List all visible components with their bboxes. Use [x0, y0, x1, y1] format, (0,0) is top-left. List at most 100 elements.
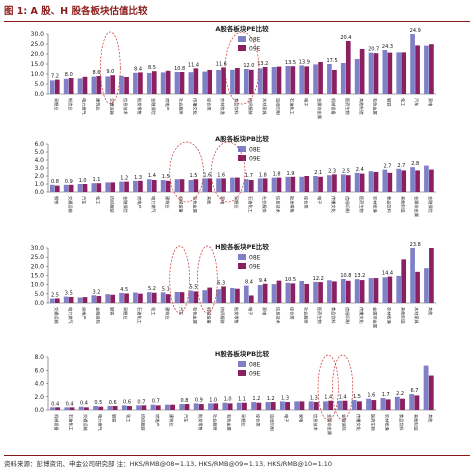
bar-09E — [138, 293, 143, 303]
x-tick-label: 农林牧渔 — [384, 414, 391, 431]
bar-09E — [112, 406, 118, 410]
bar-08E — [340, 63, 346, 94]
bar-08E — [202, 290, 208, 303]
data-label: 1.0 — [209, 397, 217, 403]
bar-09E — [138, 72, 143, 94]
x-tick-label: 信息技术 — [312, 414, 319, 432]
bar-08E — [230, 69, 235, 94]
x-tick-label: 机械设备 — [53, 414, 60, 432]
data-label: 2.8 — [411, 161, 419, 167]
bar-09E — [151, 180, 157, 192]
bar-08E — [174, 72, 180, 94]
x-tick-label: 信息技术 — [275, 307, 282, 325]
data-label: 1.3 — [134, 175, 142, 181]
bar-08E — [313, 176, 318, 192]
bar-09E — [262, 67, 268, 94]
x-tick-label: 食品饮料 — [330, 307, 337, 325]
bar-08E — [78, 406, 84, 410]
x-tick-label: 木材家具 — [261, 98, 268, 116]
bar-08E — [160, 72, 166, 94]
data-label: 2.7 — [384, 164, 392, 170]
bar-09E — [235, 68, 240, 94]
data-label: 24.3 — [382, 44, 393, 50]
bar-08E — [424, 268, 429, 303]
data-label: 3.2 — [93, 289, 101, 295]
bar-08E — [119, 181, 124, 192]
x-tick-label: 家电 — [428, 98, 434, 107]
bar-08E — [368, 52, 374, 94]
x-tick-label: 医药生物 — [369, 414, 376, 431]
x-tick-label: 建筑业 — [95, 98, 102, 111]
bar-08E — [396, 168, 402, 192]
bar-08E — [410, 248, 415, 303]
y-tick-label: 5.0 — [34, 291, 44, 298]
x-tick-label: 传播文化 — [358, 307, 365, 325]
bar-08E — [146, 73, 152, 94]
bar-08E — [299, 176, 305, 192]
y-tick-label: 2.0 — [34, 394, 44, 401]
bar-09E — [165, 294, 171, 303]
data-label: 1.9 — [287, 171, 295, 177]
bar-09E — [387, 52, 393, 94]
bar-09E — [290, 283, 296, 303]
bar-09E — [213, 403, 219, 410]
bar-09E — [83, 407, 89, 410]
highlight-oval — [197, 245, 218, 314]
bar-09E — [285, 402, 290, 410]
x-tick-label: 医药生物 — [344, 98, 351, 115]
x-tick-label: 电子 — [303, 98, 309, 106]
x-tick-label: 金属非金属 — [326, 414, 333, 435]
data-label: 20.4 — [340, 35, 351, 41]
data-label: 1.1 — [93, 177, 101, 183]
data-label: 10.8 — [174, 66, 185, 72]
data-label: 2.5 — [342, 168, 350, 174]
data-label: 0.7 — [152, 399, 160, 405]
data-label: 1.5 — [162, 174, 170, 180]
bar-09E — [82, 297, 88, 303]
bar-09E — [256, 402, 262, 410]
bar-09E — [242, 402, 247, 410]
bar-09E — [332, 281, 337, 303]
data-label: 1.3 — [281, 395, 289, 401]
data-label: 24.9 — [410, 28, 421, 34]
bar-08E — [77, 184, 83, 192]
bar-09E — [235, 288, 240, 303]
bar-09E — [262, 178, 268, 192]
chart-title: H股各板块PE比较 — [215, 242, 269, 251]
legend-swatch-09E — [238, 370, 246, 376]
x-tick-label: 金融保险 — [341, 414, 348, 432]
bar-09E — [110, 182, 116, 192]
data-label: 2.3 — [328, 168, 336, 174]
data-label: 1.6 — [203, 172, 211, 178]
x-tick-label: 食品饮料 — [386, 196, 393, 214]
highlight-oval — [224, 31, 260, 105]
y-tick-label: 15.0 — [31, 273, 45, 280]
x-tick-label: 房地产 — [136, 196, 143, 209]
legend-swatch-09E — [238, 45, 246, 51]
y-tick-label: 10.0 — [31, 71, 45, 78]
bar-09E — [414, 395, 420, 410]
bar-08E — [121, 405, 127, 410]
x-tick-label: 钢铁 — [53, 196, 60, 205]
x-tick-label: 传播文化 — [355, 414, 362, 432]
x-tick-label: 电子 — [284, 414, 290, 422]
data-label: 5.2 — [148, 286, 156, 292]
bar-09E — [359, 49, 365, 94]
bar-08E — [236, 402, 242, 410]
bar-08E — [327, 280, 332, 303]
y-tick-label: 10.0 — [31, 282, 45, 289]
legend-swatch-09E — [238, 155, 246, 161]
bar-08E — [285, 176, 291, 192]
bar-09E — [68, 78, 74, 94]
data-label: 1.0 — [224, 397, 232, 403]
data-label: 11.4 — [188, 62, 199, 68]
data-label: 0.9 — [195, 397, 203, 403]
data-label: 0.6 — [123, 399, 131, 405]
x-tick-label: 汽车 — [81, 196, 88, 204]
bar-08E — [423, 365, 429, 410]
y-tick-label: 25.0 — [31, 41, 45, 48]
bar-09E — [96, 183, 102, 192]
panel-a-pe: A股各板块PE比较 08E 09E 0.0 5.0 10.0 15.0 20.0 25.0 30.… — [0, 22, 474, 133]
data-label: 20.7 — [368, 47, 379, 53]
y-tick-label: 0.0 — [34, 91, 44, 98]
